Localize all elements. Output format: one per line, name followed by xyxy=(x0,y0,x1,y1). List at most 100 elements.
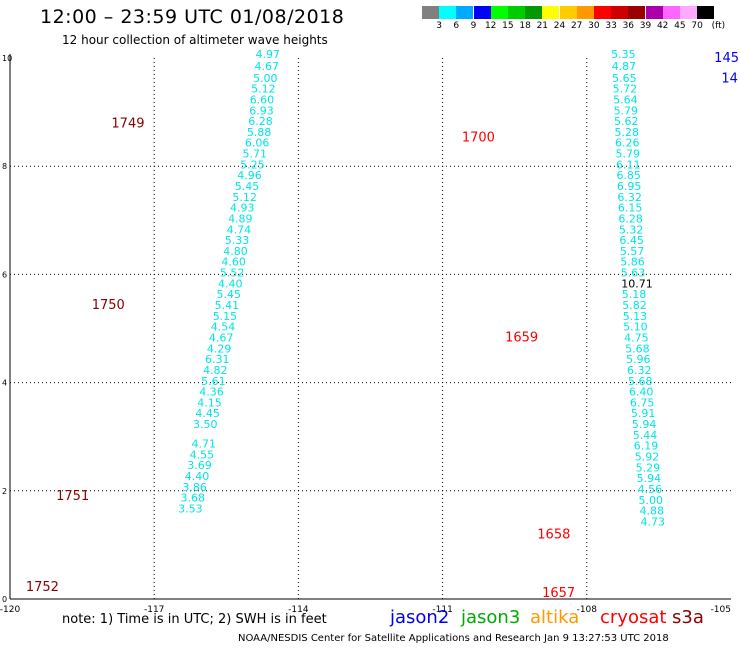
mission-cryosat: cryosat xyxy=(600,607,667,628)
scale-swatch xyxy=(594,6,611,19)
wave-height-value: 6.40 xyxy=(629,386,654,399)
wave-height-value: 5.44 xyxy=(633,429,658,442)
wave-height-value: 4.60 xyxy=(221,256,246,269)
wave-height-value: 5.88 xyxy=(247,126,272,139)
wave-height-value: 5.94 xyxy=(637,472,662,485)
wave-height-value: 6.11 xyxy=(616,158,641,171)
mission-s3a: s3a xyxy=(672,607,704,628)
wave-height-value: 4.55 xyxy=(190,448,215,461)
wave-height-value: 5.45 xyxy=(235,180,260,193)
wave-height-value: 6.15 xyxy=(618,202,643,215)
wave-height-value: 5.79 xyxy=(615,148,640,161)
x-tick-label: -108 xyxy=(577,605,598,615)
x-tick-label: -111 xyxy=(432,605,452,615)
scale-label: 30 xyxy=(588,21,600,31)
wave-height-value: 6.95 xyxy=(617,180,642,193)
wave-height-value: 4.71 xyxy=(192,438,217,451)
y-tick-label: 0 xyxy=(2,595,7,604)
y-tick-label: 4 xyxy=(2,379,7,388)
wave-height-value: 4.93 xyxy=(230,202,255,215)
time-label: 1752 xyxy=(26,580,59,595)
y-tick-label: 10 xyxy=(2,54,12,63)
scale-swatch xyxy=(628,6,646,19)
wave-height-value: 6.19 xyxy=(634,440,659,453)
wave-height-value: 3.69 xyxy=(187,459,212,472)
wave-height-value: 6.32 xyxy=(627,364,652,377)
wave-height-value: 4.73 xyxy=(640,515,665,528)
wave-height-value: 4.88 xyxy=(640,505,665,518)
wave-height-value: 4.75 xyxy=(624,331,649,344)
wave-height-value: 6.45 xyxy=(619,234,644,247)
wave-height-value: 4.89 xyxy=(228,212,253,225)
scale-unit: (ft) xyxy=(711,21,726,31)
wave-height-value: 5.68 xyxy=(625,342,650,355)
time-label: 14 xyxy=(721,72,738,87)
wave-height-value: 6.60 xyxy=(250,93,275,106)
wave-height-value: 5.68 xyxy=(628,375,653,388)
scale-label: 24 xyxy=(553,21,566,31)
wave-height-value: 4.74 xyxy=(227,223,252,236)
wave-height-value: 4.67 xyxy=(209,331,234,344)
wave-height-value: 5.33 xyxy=(225,234,250,247)
wave-height-value: 4.40 xyxy=(218,277,243,290)
scale-swatch xyxy=(697,6,715,19)
wave-height-value: 3.68 xyxy=(180,492,205,505)
x-tick-label: -117 xyxy=(144,605,164,615)
wave-height-value: 4.45 xyxy=(195,407,220,420)
wave-height-value: 5.65 xyxy=(612,72,637,85)
wave-height-value: 5.96 xyxy=(626,353,651,366)
wave-height-value: 5.62 xyxy=(614,115,639,128)
wave-height-value: 5.94 xyxy=(632,418,657,431)
wave-height-value: 3.86 xyxy=(182,481,207,494)
scale-swatch xyxy=(611,6,629,19)
wave-height-value: 4.67 xyxy=(255,60,280,73)
x-tick-label: -105 xyxy=(711,605,731,615)
wave-height-value: 6.93 xyxy=(249,104,273,117)
wave-height-value: 5.41 xyxy=(215,299,240,312)
time-label: 1749 xyxy=(111,116,144,131)
y-tick-label: 2 xyxy=(2,487,7,496)
scale-label: 70 xyxy=(691,21,703,31)
scale-swatch xyxy=(456,6,474,19)
time-label: 1700 xyxy=(462,131,495,146)
wave-height-value: 5.18 xyxy=(622,288,647,301)
scale-label: 15 xyxy=(502,21,514,31)
scale-label: 33 xyxy=(605,21,617,31)
wave-height-value: 6.26 xyxy=(615,137,640,150)
page-subtitle: 12 hour collection of altimeter wave hei… xyxy=(62,33,328,47)
wave-height-value: 4.97 xyxy=(255,48,280,61)
time-label: 1751 xyxy=(56,489,89,504)
x-tick-label: -120 xyxy=(0,605,20,615)
scale-swatch xyxy=(422,6,439,19)
wave-height-value: 5.61 xyxy=(201,375,226,388)
wave-height-value: 6.85 xyxy=(616,169,641,182)
mission-jason2: jason2 xyxy=(390,607,450,628)
wave-height-value: 4.40 xyxy=(185,470,210,483)
wave-height-value: 5.52 xyxy=(220,267,245,280)
wave-height-value: 5.29 xyxy=(636,461,661,474)
time-label: 145 xyxy=(714,51,739,66)
scale-label: 36 xyxy=(622,21,635,31)
scale-label: 42 xyxy=(656,21,669,31)
scale-swatch xyxy=(508,6,525,19)
wave-height-value: 6.32 xyxy=(617,191,642,204)
wave-height-value: 5.79 xyxy=(614,104,639,117)
wave-height-value: 5.35 xyxy=(611,48,636,61)
wave-height-value: 5.91 xyxy=(631,407,656,420)
wave-height-value: 4.82 xyxy=(203,364,228,377)
scale-label: 12 xyxy=(484,21,497,31)
scale-swatch xyxy=(662,6,680,19)
y-tick-label: 6 xyxy=(2,270,7,279)
wave-height-value: 4.29 xyxy=(207,342,232,355)
wave-height-value: 10.71 xyxy=(621,277,653,290)
x-tick-label: -114 xyxy=(288,605,309,615)
scale-label: 45 xyxy=(674,21,686,31)
scale-label: 6 xyxy=(453,21,460,31)
scale-label: 18 xyxy=(519,21,531,31)
time-label: 1657 xyxy=(542,586,575,601)
mission-jason3: jason3 xyxy=(461,607,521,628)
wave-height-value: 5.92 xyxy=(635,451,660,464)
wave-height-value: 4.96 xyxy=(237,169,261,182)
wave-height-value: 3.53 xyxy=(178,502,203,515)
